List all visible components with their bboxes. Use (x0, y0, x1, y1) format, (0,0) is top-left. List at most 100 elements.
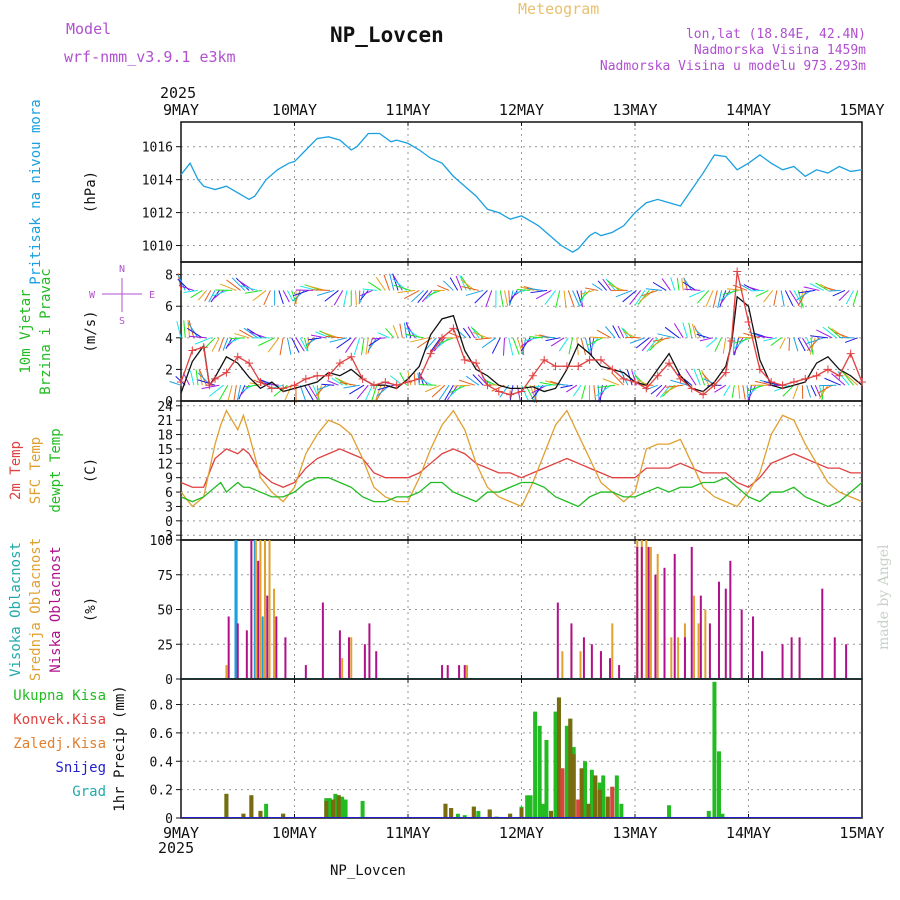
wind-barb (634, 374, 646, 386)
bar-srednja (225, 665, 228, 679)
wind-barb (291, 290, 297, 303)
wind-barb (201, 384, 220, 390)
wind-barb (681, 278, 684, 291)
bar-srednja (268, 540, 271, 679)
wind-barb (838, 290, 850, 301)
panel-label: Brzina i Pravac (38, 268, 54, 394)
wind-barb (392, 325, 399, 338)
y-tick-label: 6 (165, 300, 173, 315)
wind-barb (572, 384, 582, 397)
bar-niska (708, 623, 711, 679)
series-line-2m-temp (180, 448, 862, 489)
wind-barb (371, 337, 386, 340)
y-tick-label: 1012 (142, 207, 173, 222)
wind-barb (661, 278, 671, 291)
wind-barb (475, 337, 492, 341)
wind-barb (238, 385, 246, 400)
wind-marker (347, 352, 356, 361)
bar-srednja (341, 658, 344, 679)
wind-marker (699, 390, 708, 399)
wind-barb (393, 284, 411, 291)
wind-barb (407, 371, 412, 386)
bar-ukupna-kisa (553, 711, 558, 818)
bar-niska (647, 546, 650, 679)
wind-barb (377, 332, 390, 339)
wind-barb (788, 337, 791, 351)
panel-pressure: 1010 1012 1014 1016 Pritisak na nivou mora (h… (28, 99, 863, 285)
wind-barb (245, 384, 258, 388)
bar-ukupna-kisa (327, 798, 332, 818)
wind-barb (816, 329, 833, 339)
bar-srednja (466, 665, 469, 679)
wind-barb (183, 289, 199, 294)
bar-niska (257, 560, 260, 679)
wind-barb (212, 289, 228, 297)
wind-barb (670, 277, 676, 291)
wind-barb (358, 290, 361, 305)
wind-barb (438, 384, 450, 401)
wind-barb (597, 384, 608, 402)
wind-barb (429, 337, 442, 353)
wind-barb (673, 323, 684, 339)
wind-barb (565, 384, 578, 393)
bar-niska (821, 588, 824, 679)
wind-barb (282, 290, 290, 303)
y-tick-label: -3 (157, 529, 173, 544)
y-tick-label: 0 (165, 395, 173, 410)
bar-niska (441, 665, 444, 679)
wind-barb (308, 285, 326, 291)
wind-marker (835, 371, 844, 380)
panel-label: Visoka Oblacnost (8, 542, 24, 677)
wind-barb (343, 290, 348, 307)
wind-barb (550, 337, 565, 347)
station-title: NP_Lovcen (330, 23, 444, 47)
bar-zaledj-kisa (249, 795, 254, 818)
wind-barb (474, 290, 488, 304)
bar-ukupna-kisa (360, 800, 365, 818)
wind-barb (809, 283, 824, 291)
wind-barb (593, 385, 597, 402)
wind-barb (834, 331, 850, 339)
bar-niska (752, 616, 755, 679)
bar-srednja (677, 637, 680, 679)
wind-marker (222, 368, 231, 377)
bar-niska (304, 665, 307, 679)
panel-label: Ukupna Kisa (13, 688, 106, 704)
wind-barb (362, 288, 377, 291)
bar-ukupna-kisa (720, 813, 725, 818)
wind-barb (368, 281, 382, 291)
bar-niska (446, 665, 449, 679)
wind-barb (696, 290, 710, 304)
y-tick-label: 1016 (142, 141, 173, 156)
wind-barb (234, 333, 250, 339)
wind-barb (417, 290, 429, 304)
bar-ukupna-kisa (564, 725, 569, 818)
compass-e: E (149, 290, 155, 301)
wind-marker (211, 374, 220, 383)
wind-barb (370, 385, 378, 403)
compass-s: S (119, 316, 125, 327)
bar-srednja (259, 540, 262, 679)
wind-barb (485, 290, 493, 308)
wind-marker (631, 378, 639, 387)
bar-srednja (645, 540, 648, 679)
wind-barb (448, 384, 463, 398)
bar-srednja (350, 637, 353, 679)
wind-barb (365, 337, 369, 355)
bar-srednja (561, 651, 564, 679)
wind-marker (846, 349, 855, 358)
model-label: Model (66, 20, 111, 38)
bar-niska (250, 540, 253, 679)
panel-unit: (m/s) (83, 310, 99, 352)
wind-marker (381, 378, 390, 387)
wind-barb (471, 327, 484, 339)
wind-barb (605, 326, 616, 339)
wind-barb (249, 331, 267, 339)
bar-zaledj-kisa (449, 808, 454, 818)
bar-zaledj-kisa (443, 803, 448, 818)
wind-barb (424, 337, 437, 352)
wind-marker (188, 346, 197, 355)
bar-niska (636, 546, 639, 679)
compass-n: N (119, 264, 125, 275)
